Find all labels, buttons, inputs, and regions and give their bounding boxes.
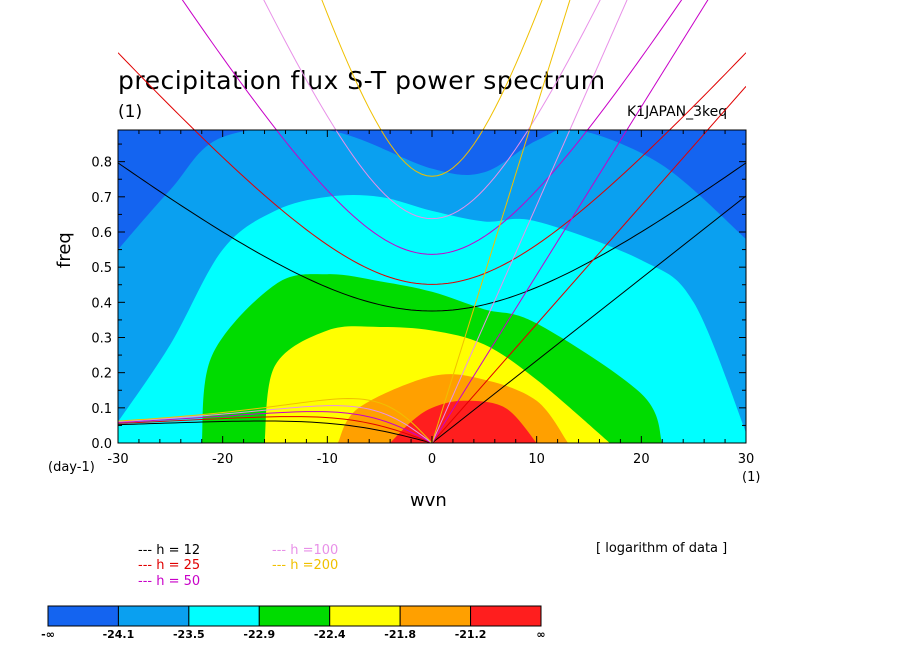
contour-region-6 [390,400,537,443]
colorbar-swatch-2 [117,605,190,627]
colorbar-level-label: -21.2 [454,628,487,641]
y-axis-unit: (day-1) [48,460,95,475]
x-tick-label: -30 [107,452,128,467]
gravity-wave-curve-1 [118,162,746,312]
rossby-wave-curve-5 [118,398,433,443]
colorbar-level-label: ∞ [536,628,546,641]
y-tick-label: 0.1 [91,402,112,417]
colorbar-swatch-4 [258,605,331,627]
legend-entry: --- h =200 [272,558,339,573]
kelvin-wave-curve-3 [431,0,709,443]
legend-entry: --- h = 25 [138,558,201,573]
gravity-wave-curve-2 [118,52,746,285]
dispersion-curves [118,0,746,443]
kelvin-wave-curve-1 [431,195,746,443]
gravity-wave-curve-3 [181,0,683,255]
colorbar-swatch-5 [329,605,401,627]
x-tick-label: -20 [212,452,233,467]
units-label: (1) [118,102,143,122]
contour-regions [118,130,746,443]
x-axis-unit: (1) [742,470,761,485]
run-label: K1JAPAN_3keq [627,104,728,120]
log-note: [ logarithm of data ] [596,541,728,556]
rossby-wave-curve-4 [118,405,433,443]
x-tick-label: 30 [738,452,755,467]
colorbar-level-label: -22.4 [313,628,346,641]
colorbar-level-label: -24.1 [102,628,135,641]
y-tick-label: 0.3 [91,331,112,346]
gravity-wave-curve-4 [263,0,601,220]
x-axis-label: wvn [410,490,447,511]
rossby-wave-curve-1 [118,420,433,443]
colorbar-swatch-7 [470,605,542,627]
rossby-wave-curve-2 [118,416,433,443]
y-tick-label: 0.2 [91,367,112,382]
kelvin-wave-curve-4 [431,0,628,443]
y-tick-label: 0.8 [91,156,112,171]
x-tick-label: 10 [528,452,545,467]
colorbar-level-label: -22.9 [243,628,276,641]
y-tick-label: 0.0 [91,437,112,452]
x-tick-label: -10 [317,452,338,467]
colorbar-level-label: -23.5 [172,628,205,641]
axis-ticks [117,130,747,444]
colorbar-swatch-6 [399,605,472,627]
y-tick-label: 0.7 [91,191,112,206]
y-tick-label: 0.6 [91,226,112,241]
legend-entry: --- h = 12 [138,543,201,558]
rossby-wave-curve-3 [118,411,433,443]
colorbar-level-label: -∞ [41,628,55,641]
chart-title: precipitation flux S-T power spectrum [118,66,606,95]
colorbar-swatch-3 [188,605,260,627]
x-tick-label: 20 [633,452,650,467]
kelvin-wave-curve-2 [431,86,746,443]
legend-entry: --- h = 50 [138,574,201,589]
colorbar-level-label: -21.8 [384,628,416,641]
x-tick-label: 0 [428,452,436,467]
colorbar-swatch-1 [47,605,119,627]
y-tick-label: 0.4 [91,296,112,311]
y-tick-label: 0.5 [91,261,112,276]
kelvin-wave-curve-5 [431,0,571,443]
legend-entry: --- h =100 [272,543,339,558]
gravity-wave-curve-5 [321,0,543,177]
